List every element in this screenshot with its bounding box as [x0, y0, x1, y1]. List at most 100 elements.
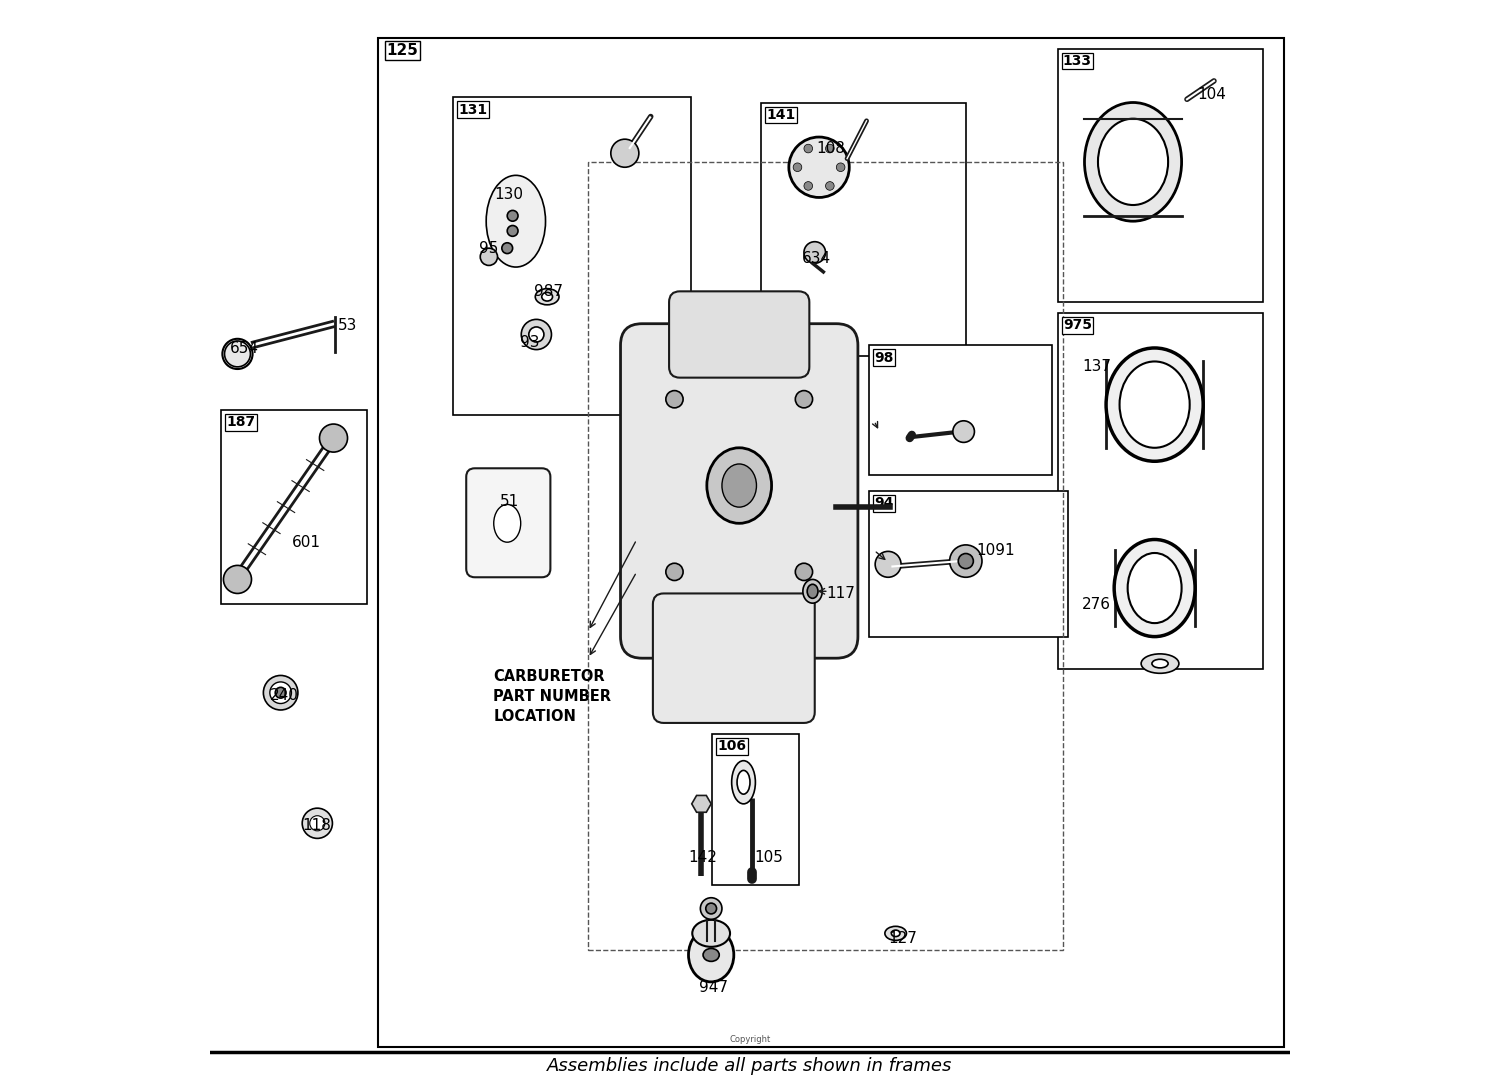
Circle shape — [804, 145, 813, 153]
Ellipse shape — [704, 948, 718, 961]
Circle shape — [302, 808, 333, 838]
FancyBboxPatch shape — [652, 593, 814, 723]
Ellipse shape — [1098, 119, 1168, 205]
Circle shape — [530, 327, 544, 342]
Ellipse shape — [688, 928, 734, 982]
Text: 654: 654 — [230, 341, 260, 356]
Text: 634: 634 — [802, 251, 831, 267]
Circle shape — [225, 341, 251, 367]
Text: 104: 104 — [1198, 87, 1227, 103]
Ellipse shape — [732, 761, 756, 804]
Circle shape — [825, 145, 834, 153]
Circle shape — [666, 391, 682, 408]
Circle shape — [503, 243, 513, 254]
Circle shape — [522, 319, 552, 350]
Text: 105: 105 — [754, 850, 783, 865]
Ellipse shape — [542, 292, 552, 301]
Circle shape — [950, 545, 982, 577]
Ellipse shape — [736, 770, 750, 794]
Bar — [760, 103, 966, 356]
Text: Assemblies include all parts shown in frames: Assemblies include all parts shown in fr… — [548, 1057, 952, 1075]
Text: CARBURETOR
PART NUMBER
LOCATION: CARBURETOR PART NUMBER LOCATION — [494, 669, 610, 724]
FancyBboxPatch shape — [669, 291, 810, 378]
Text: 106: 106 — [717, 739, 747, 753]
Circle shape — [507, 226, 518, 236]
Circle shape — [795, 563, 813, 581]
Circle shape — [706, 903, 717, 914]
Bar — [868, 345, 1052, 475]
Text: 51: 51 — [500, 494, 519, 509]
Circle shape — [794, 163, 802, 172]
Ellipse shape — [1114, 540, 1196, 637]
Ellipse shape — [494, 504, 520, 542]
Text: 601: 601 — [291, 535, 321, 550]
Circle shape — [320, 424, 348, 452]
Text: 125: 125 — [387, 43, 418, 58]
Bar — [1058, 49, 1263, 302]
FancyBboxPatch shape — [621, 324, 858, 658]
Text: 93: 93 — [520, 334, 540, 350]
Bar — [378, 38, 1284, 1047]
Text: 118: 118 — [302, 818, 332, 833]
Text: 975: 975 — [1064, 318, 1092, 332]
Ellipse shape — [891, 930, 900, 937]
Circle shape — [270, 682, 291, 704]
Text: 95: 95 — [478, 241, 498, 256]
Text: 131: 131 — [459, 103, 488, 117]
Ellipse shape — [536, 289, 560, 304]
Text: 141: 141 — [766, 108, 795, 122]
Circle shape — [224, 565, 252, 593]
Bar — [222, 410, 368, 604]
Ellipse shape — [1084, 103, 1182, 221]
Circle shape — [480, 248, 498, 265]
Text: 130: 130 — [495, 187, 524, 202]
Circle shape — [958, 554, 974, 569]
Circle shape — [264, 675, 298, 710]
Bar — [1058, 313, 1263, 669]
Ellipse shape — [885, 926, 906, 940]
Ellipse shape — [807, 584, 818, 598]
Circle shape — [310, 816, 326, 831]
Circle shape — [874, 551, 902, 577]
Text: 108: 108 — [816, 141, 844, 156]
Circle shape — [700, 898, 721, 919]
Text: 127: 127 — [888, 931, 916, 946]
Text: 98: 98 — [874, 351, 894, 365]
Ellipse shape — [486, 175, 546, 267]
Ellipse shape — [1128, 552, 1182, 624]
Bar — [868, 491, 1068, 637]
Text: 53: 53 — [338, 318, 357, 333]
Text: 142: 142 — [688, 850, 717, 865]
Circle shape — [274, 687, 286, 698]
Text: 276: 276 — [1083, 597, 1112, 612]
Text: 1091: 1091 — [976, 543, 1016, 558]
Ellipse shape — [706, 448, 771, 523]
Circle shape — [804, 181, 813, 190]
Text: 947: 947 — [699, 980, 729, 995]
Circle shape — [952, 421, 975, 442]
Bar — [453, 97, 690, 415]
Bar — [588, 162, 1064, 950]
Ellipse shape — [1106, 347, 1203, 462]
Text: 187: 187 — [226, 415, 256, 429]
Text: 987: 987 — [534, 284, 562, 299]
Ellipse shape — [802, 579, 822, 603]
Ellipse shape — [693, 919, 730, 947]
Circle shape — [789, 137, 849, 197]
Ellipse shape — [1142, 654, 1179, 673]
Circle shape — [795, 391, 813, 408]
Ellipse shape — [1119, 361, 1190, 448]
Text: 117: 117 — [827, 586, 855, 601]
FancyBboxPatch shape — [466, 468, 550, 577]
Circle shape — [666, 563, 682, 581]
Circle shape — [804, 242, 825, 263]
Circle shape — [825, 181, 834, 190]
Circle shape — [610, 139, 639, 167]
Polygon shape — [692, 795, 711, 812]
Text: 137: 137 — [1083, 359, 1112, 374]
Text: 94: 94 — [874, 496, 894, 510]
Text: Copyright: Copyright — [729, 1036, 771, 1044]
Ellipse shape — [1152, 659, 1168, 668]
Text: 240: 240 — [270, 688, 298, 704]
Ellipse shape — [722, 464, 756, 507]
